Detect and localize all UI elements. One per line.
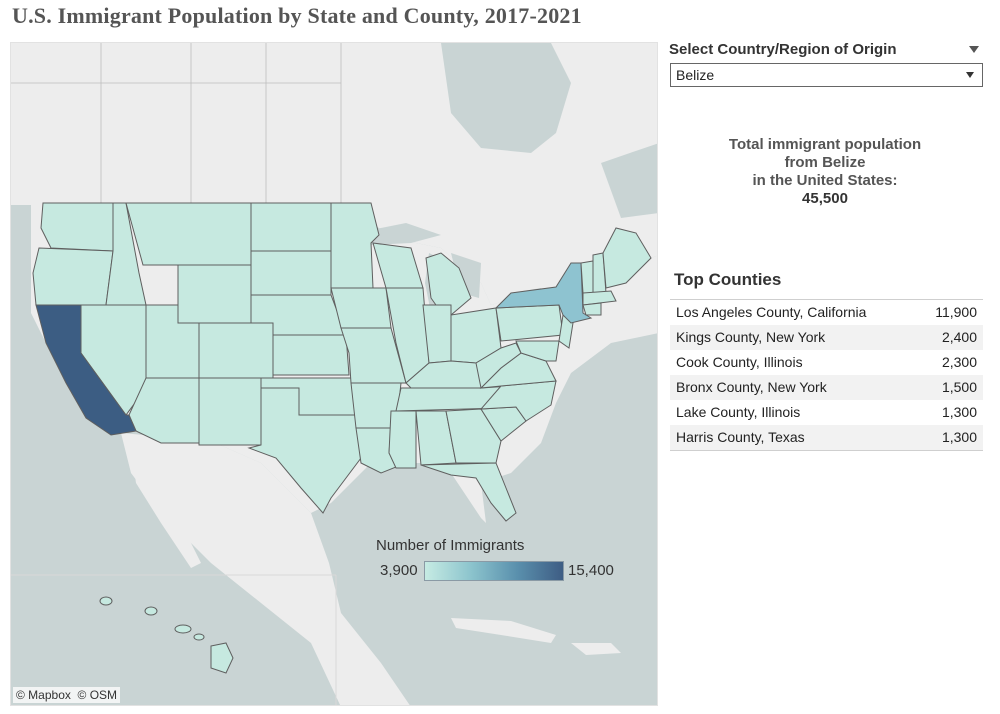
- legend-max: 15,400: [568, 562, 614, 579]
- state-michigan: [425, 252, 472, 316]
- table-row[interactable]: Harris County, Texas 1,300: [670, 425, 983, 450]
- chevron-down-icon[interactable]: [966, 72, 974, 78]
- county-name: Harris County, Texas: [676, 429, 805, 445]
- state-north-dakota: [250, 202, 332, 252]
- county-name: Los Angeles County, California: [676, 304, 867, 320]
- us-states: [32, 202, 652, 522]
- table-row[interactable]: Kings County, New York 2,400: [670, 325, 983, 350]
- map-canvas[interactable]: [11, 43, 658, 706]
- table-row[interactable]: Lake County, Illinois 1,300: [670, 400, 983, 425]
- county-value: 2,400: [941, 329, 977, 345]
- state-wyoming: [177, 264, 252, 324]
- origin-dropdown-value: Belize: [676, 67, 715, 83]
- table-row[interactable]: Los Angeles County, California 11,900: [670, 300, 983, 325]
- top-counties-table: Los Angeles County, California 11,900 Ki…: [670, 299, 983, 451]
- total-line-1: Total immigrant population: [728, 136, 922, 153]
- total-value: 45,500: [802, 190, 848, 207]
- state-maryland: [515, 340, 560, 362]
- county-name: Lake County, Illinois: [676, 404, 801, 420]
- county-name: Kings County, New York: [676, 329, 826, 345]
- state-mississippi: [388, 410, 417, 469]
- county-value: 11,900: [935, 304, 977, 320]
- hispaniola: [571, 643, 621, 655]
- state-florida: [420, 462, 517, 522]
- origin-dropdown[interactable]: Belize: [670, 63, 983, 87]
- map-attribution[interactable]: © Mapbox © OSM: [13, 687, 121, 703]
- county-name: Cook County, Illinois: [676, 354, 803, 370]
- state-connecticut: [582, 302, 602, 316]
- legend-gradient-bar: [424, 561, 564, 581]
- state-new-york: [494, 262, 593, 324]
- table-row[interactable]: Bronx County, New York 1,500: [670, 375, 983, 400]
- lake-huron: [451, 253, 481, 298]
- county-value: 1,500: [941, 379, 977, 395]
- canada-boundaries: [11, 43, 342, 205]
- legend-min: 3,900: [380, 562, 418, 579]
- filter-label: Select Country/Region of Origin: [669, 41, 897, 58]
- total-line-2: from Belize: [784, 154, 866, 171]
- hudson-bay: [441, 43, 571, 153]
- total-line-3: in the United States:: [752, 172, 898, 189]
- state-new-mexico: [198, 377, 262, 446]
- filter-menu-caret-icon[interactable]: [969, 46, 979, 53]
- lake-superior: [356, 223, 441, 245]
- state-colorado: [198, 322, 274, 379]
- state-iowa: [330, 287, 392, 329]
- state-pennsylvania: [495, 304, 564, 342]
- state-montana: [125, 202, 252, 266]
- state-texas: [247, 387, 362, 514]
- page-title: U.S. Immigrant Population by State and C…: [12, 3, 582, 28]
- table-row[interactable]: Cook County, Illinois 2,300: [670, 350, 983, 375]
- county-value: 2,300: [941, 354, 977, 370]
- mexico-land: [121, 433, 410, 705]
- legend-title: Number of Immigrants: [376, 537, 525, 554]
- total-summary: Total immigrant population from Belize i…: [700, 136, 950, 208]
- top-counties-title: Top Counties: [674, 270, 782, 289]
- state-oregon: [32, 247, 114, 306]
- baja: [131, 448, 201, 568]
- state-georgia: [445, 408, 502, 464]
- state-hawaii: [99, 596, 234, 674]
- choropleth-map[interactable]: Number of Immigrants 3,900 15,400 © Mapb…: [10, 42, 658, 706]
- state-vermont: [580, 260, 594, 294]
- county-value: 1,300: [941, 404, 977, 420]
- state-california: [35, 304, 137, 436]
- state-massachusetts: [582, 290, 617, 306]
- cuba: [451, 618, 556, 643]
- state-washington: [40, 202, 114, 252]
- state-maine: [602, 227, 652, 289]
- county-value: 1,300: [941, 429, 977, 445]
- state-kansas: [272, 334, 350, 376]
- county-name: Bronx County, New York: [676, 379, 827, 395]
- gulf-st-lawrence: [601, 143, 657, 218]
- state-south-dakota: [250, 250, 332, 296]
